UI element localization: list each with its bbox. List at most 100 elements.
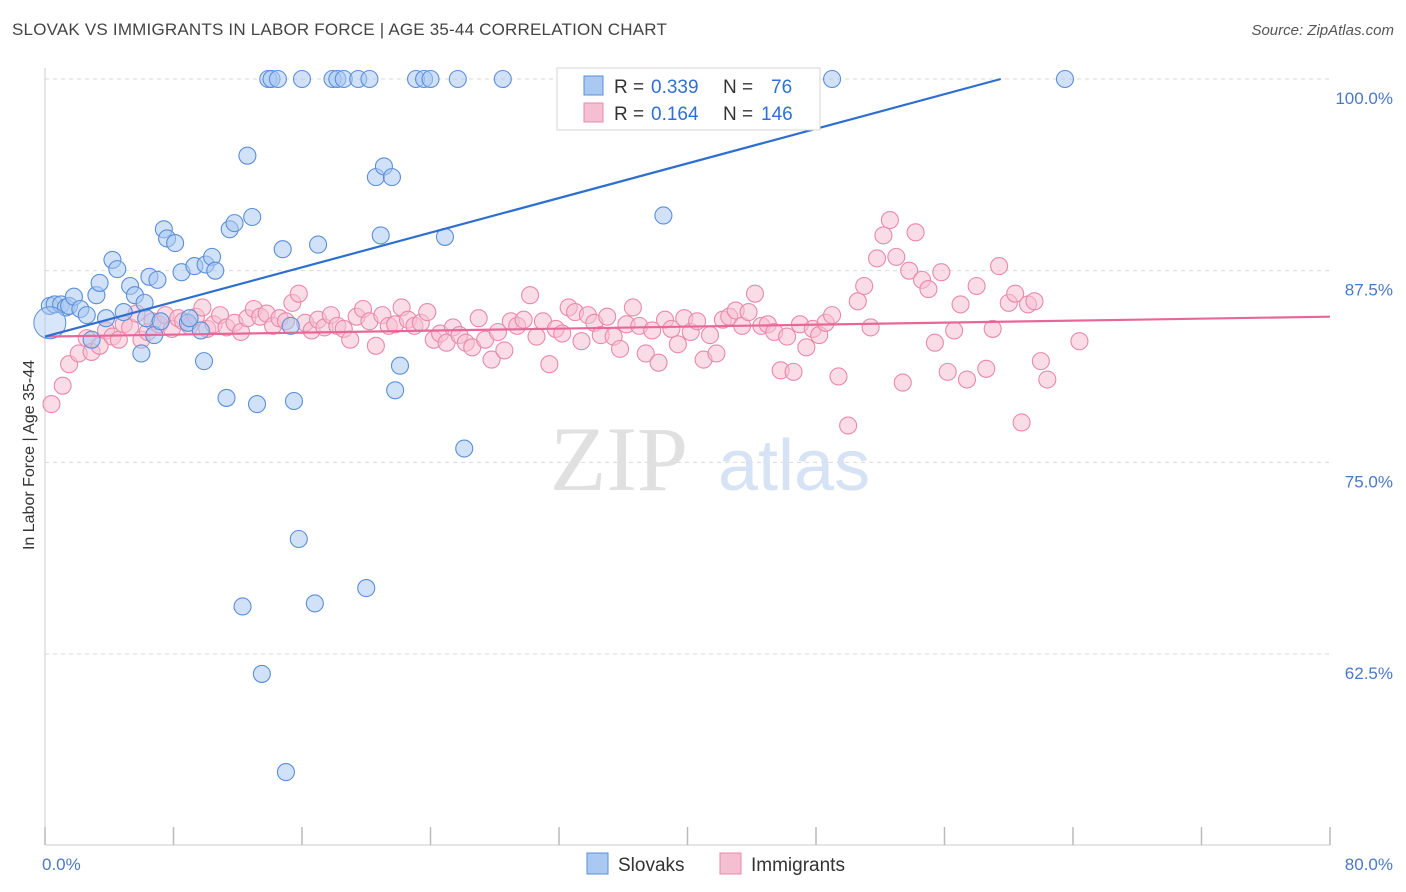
x-tick-label-min: 0.0% bbox=[42, 855, 81, 874]
immigrants-point-122 bbox=[829, 367, 848, 386]
immigrants-point-58 bbox=[418, 303, 437, 322]
slovaks-point-52 bbox=[292, 69, 312, 89]
slovaks-point-71 bbox=[448, 69, 467, 89]
y-axis-label: In Labor Force | Age 35-44 bbox=[21, 360, 38, 550]
immigrants-point-127 bbox=[867, 249, 887, 268]
slovaks-point-8 bbox=[82, 330, 101, 349]
immigrants-point-150 bbox=[1025, 292, 1044, 311]
immigrants-point-94 bbox=[649, 353, 668, 372]
immigrants-point-74 bbox=[521, 286, 540, 305]
immigrants-point-140 bbox=[951, 295, 970, 314]
immigrants-point-69 bbox=[488, 322, 508, 342]
immigrants-point-1 bbox=[53, 376, 72, 395]
y-tick-label-3: 62.5% bbox=[1345, 664, 1393, 683]
immigrants-point-68 bbox=[482, 350, 501, 369]
trend-lines bbox=[44, 77, 1331, 338]
immigrants-point-102 bbox=[700, 326, 720, 345]
immigrants-point-124 bbox=[848, 292, 867, 311]
immigrants-point-131 bbox=[893, 373, 912, 392]
slovaks-point-49 bbox=[281, 316, 300, 335]
immigrants-point-132 bbox=[900, 261, 919, 280]
slovaks-point-39 bbox=[233, 597, 252, 616]
slovaks-point-10 bbox=[90, 273, 109, 292]
stats-n-label-immigrants: N = bbox=[723, 104, 753, 125]
immigrants-point-70 bbox=[495, 341, 514, 360]
slovaks-point-38 bbox=[225, 214, 244, 233]
immigrants-point-38 bbox=[289, 284, 308, 303]
slovaks-point-42 bbox=[247, 395, 267, 414]
immigrants-point-103 bbox=[707, 344, 726, 363]
immigrants-point-151 bbox=[1031, 352, 1050, 371]
slovaks-point-53 bbox=[305, 594, 324, 613]
immigrants-trend-line bbox=[44, 315, 1331, 338]
immigrants-point-148 bbox=[1012, 413, 1031, 432]
legend-label-slovaks: Slovaks bbox=[618, 855, 685, 876]
slovaks-point-36 bbox=[217, 388, 236, 407]
immigrants-point-139 bbox=[945, 321, 964, 340]
chart-title: SLOVAK VS IMMIGRANTS IN LABOR FORCE | AG… bbox=[12, 20, 668, 39]
immigrants-point-46 bbox=[341, 330, 360, 349]
immigrants-point-145 bbox=[990, 257, 1009, 276]
immigrants-point-117 bbox=[797, 338, 816, 357]
immigrants-point-137 bbox=[932, 263, 951, 282]
source-credit: Source: ZipAtlas.com bbox=[1251, 22, 1394, 39]
gridlines bbox=[45, 78, 1330, 655]
immigrants-point-0 bbox=[42, 395, 61, 414]
stats-n-value-slovaks: 76 bbox=[771, 77, 792, 98]
slovaks-point-54 bbox=[309, 235, 328, 254]
immigrants-point-152 bbox=[1038, 370, 1057, 389]
immigrants-point-138 bbox=[938, 362, 957, 381]
immigrants-point-141 bbox=[957, 370, 977, 389]
immigrants-point-136 bbox=[925, 333, 944, 352]
slovaks-point-64 bbox=[382, 168, 402, 187]
slovaks-point-62 bbox=[371, 226, 390, 245]
slovaks-point-7 bbox=[77, 306, 96, 325]
immigrants-point-90 bbox=[623, 298, 642, 317]
immigrants-point-126 bbox=[861, 318, 880, 337]
immigrants-points bbox=[42, 211, 1089, 435]
slovaks-point-32 bbox=[194, 352, 214, 371]
immigrants-point-121 bbox=[823, 306, 842, 325]
slovaks-cluster-point bbox=[33, 306, 67, 340]
immigrants-point-144 bbox=[983, 319, 1002, 338]
slovaks-point-59 bbox=[357, 579, 376, 598]
slovaks-point-74 bbox=[654, 206, 673, 225]
immigrants-point-133 bbox=[906, 223, 925, 242]
watermark: ZIP atlas bbox=[550, 408, 870, 510]
stats-legend-swatch-slovaks bbox=[583, 75, 604, 96]
slovaks-point-51 bbox=[289, 529, 308, 549]
slovaks-point-41 bbox=[243, 207, 262, 227]
immigrants-point-73 bbox=[514, 310, 533, 329]
immigrants-point-96 bbox=[662, 319, 681, 338]
immigrants-point-109 bbox=[745, 284, 765, 303]
slovaks-point-72 bbox=[455, 439, 474, 458]
x-tick-label-max: 80.0% bbox=[1345, 855, 1393, 874]
y-tick-label-2: 75.0% bbox=[1345, 472, 1393, 491]
stats-legend-swatch-immigrants bbox=[583, 102, 604, 123]
immigrants-point-97 bbox=[668, 335, 687, 354]
slovaks-point-60 bbox=[360, 69, 379, 89]
slovaks-point-35 bbox=[206, 261, 225, 280]
slovaks-point-40 bbox=[238, 146, 257, 165]
immigrants-point-115 bbox=[784, 362, 803, 381]
legend-label-immigrants: Immigrants bbox=[751, 855, 845, 876]
legend-swatch-immigrants bbox=[719, 852, 742, 875]
slovaks-point-22 bbox=[148, 270, 167, 289]
immigrants-point-108 bbox=[739, 303, 758, 322]
immigrants-point-92 bbox=[636, 344, 655, 363]
slovaks-point-17 bbox=[132, 344, 151, 363]
immigrants-point-82 bbox=[572, 332, 591, 351]
immigrants-point-135 bbox=[919, 280, 938, 299]
stats-n-label-slovaks: N = bbox=[723, 77, 753, 98]
immigrants-point-66 bbox=[469, 309, 488, 328]
immigrants-point-147 bbox=[1006, 284, 1025, 303]
stats-legend: R = 0.339 N = 76 R = 0.164 N = 146 bbox=[556, 67, 821, 131]
y-tick-labels: 100.0% 87.5% 75.0% 62.5% bbox=[1335, 89, 1393, 683]
immigrants-point-88 bbox=[610, 339, 630, 358]
immigrants-point-77 bbox=[540, 355, 559, 374]
legend-swatch-slovaks bbox=[586, 852, 609, 875]
watermark-zip: ZIP bbox=[550, 408, 688, 510]
slovaks-point-48 bbox=[276, 763, 295, 782]
immigrants-point-75 bbox=[527, 327, 546, 346]
